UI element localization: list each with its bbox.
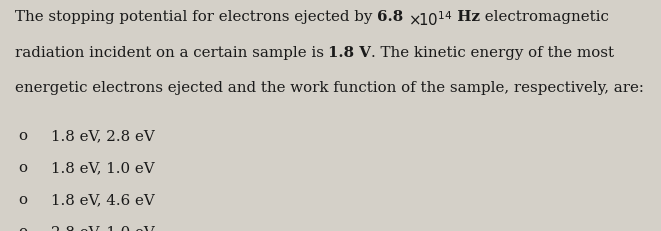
Text: electromagnetic: electromagnetic (480, 10, 609, 24)
Text: The stopping potential for electrons ejected by: The stopping potential for electrons eje… (15, 10, 377, 24)
Text: 1.8 eV, 4.6 eV: 1.8 eV, 4.6 eV (51, 192, 155, 206)
Text: o: o (18, 224, 27, 231)
Text: 1.8 eV, 2.8 eV: 1.8 eV, 2.8 eV (51, 128, 155, 142)
Text: o: o (18, 192, 27, 206)
Text: $\times\!10^{14}$: $\times\!10^{14}$ (408, 10, 452, 29)
Text: radiation incident on a certain sample is: radiation incident on a certain sample i… (15, 46, 329, 59)
Text: 1.8 V: 1.8 V (329, 46, 371, 59)
Text: 2.8 eV, 1.0 eV: 2.8 eV, 1.0 eV (51, 224, 155, 231)
Text: o: o (18, 160, 27, 174)
Text: Hz: Hz (452, 10, 480, 24)
Text: o: o (18, 128, 27, 142)
Text: energetic electrons ejected and the work function of the sample, respectively, a: energetic electrons ejected and the work… (15, 81, 643, 94)
Text: . The kinetic energy of the most: . The kinetic energy of the most (371, 46, 614, 59)
Text: 6.8: 6.8 (377, 10, 408, 24)
Text: 1.8 eV, 1.0 eV: 1.8 eV, 1.0 eV (51, 160, 155, 174)
